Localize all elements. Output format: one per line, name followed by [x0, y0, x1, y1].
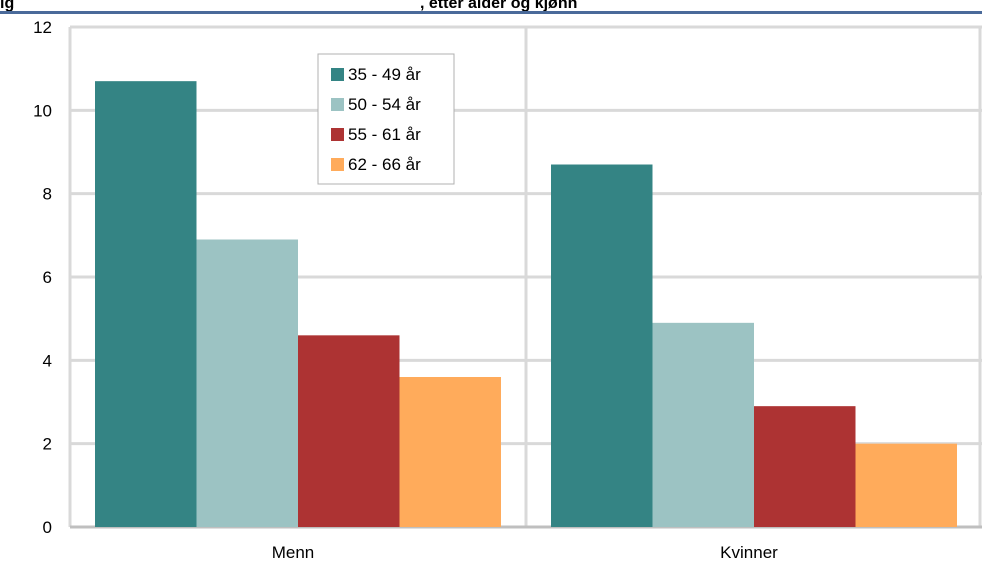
bar-kvinner-series-4: [855, 443, 957, 527]
bar-menn-series-3: [298, 335, 400, 527]
y-tick-label-0: 0: [43, 518, 52, 537]
legend-swatch-3: [331, 128, 344, 141]
legend: 35 - 49 år 50 - 54 år 55 - 61 år 62 - 66 år: [317, 53, 455, 185]
bar-menn-series-1: [95, 81, 197, 528]
title-rule: [0, 11, 982, 14]
bar-menn-series-2: [196, 239, 298, 527]
bar-kvinner-series-1: [551, 164, 653, 527]
chart-title-fragment-2: , etter alder og kjønn: [420, 0, 577, 12]
bar-kvinner-series-3: [754, 406, 856, 527]
bar-kvinner-series-2: [652, 322, 754, 527]
y-tick-label-8: 8: [43, 185, 52, 204]
chart-title-fragment: ig: [0, 0, 14, 12]
y-tick-label-2: 2: [43, 435, 52, 454]
legend-label-1: 35 - 49 år: [348, 65, 421, 84]
legend-label-3: 55 - 61 år: [348, 125, 421, 144]
x-category-label-menn: Menn: [272, 543, 315, 562]
y-axis-ticks: 0 2 4 6 8 10 12: [33, 18, 52, 537]
title-area: ig , etter alder og kjønn: [0, 0, 982, 14]
bar-menn-series-4: [399, 377, 501, 527]
legend-label-2: 50 - 54 år: [348, 95, 421, 114]
legend-label-4: 62 - 66 år: [348, 155, 421, 174]
legend-swatch-1: [331, 68, 344, 81]
y-tick-label-6: 6: [43, 268, 52, 287]
legend-swatch-2: [331, 98, 344, 111]
bars: [95, 81, 957, 528]
y-tick-label-4: 4: [43, 351, 52, 370]
y-tick-label-10: 10: [33, 101, 52, 120]
x-category-label-kvinner: Kvinner: [720, 543, 778, 562]
y-tick-label-12: 12: [33, 18, 52, 37]
x-axis-categories: Menn Kvinner: [272, 543, 778, 562]
legend-swatch-4: [331, 158, 344, 171]
